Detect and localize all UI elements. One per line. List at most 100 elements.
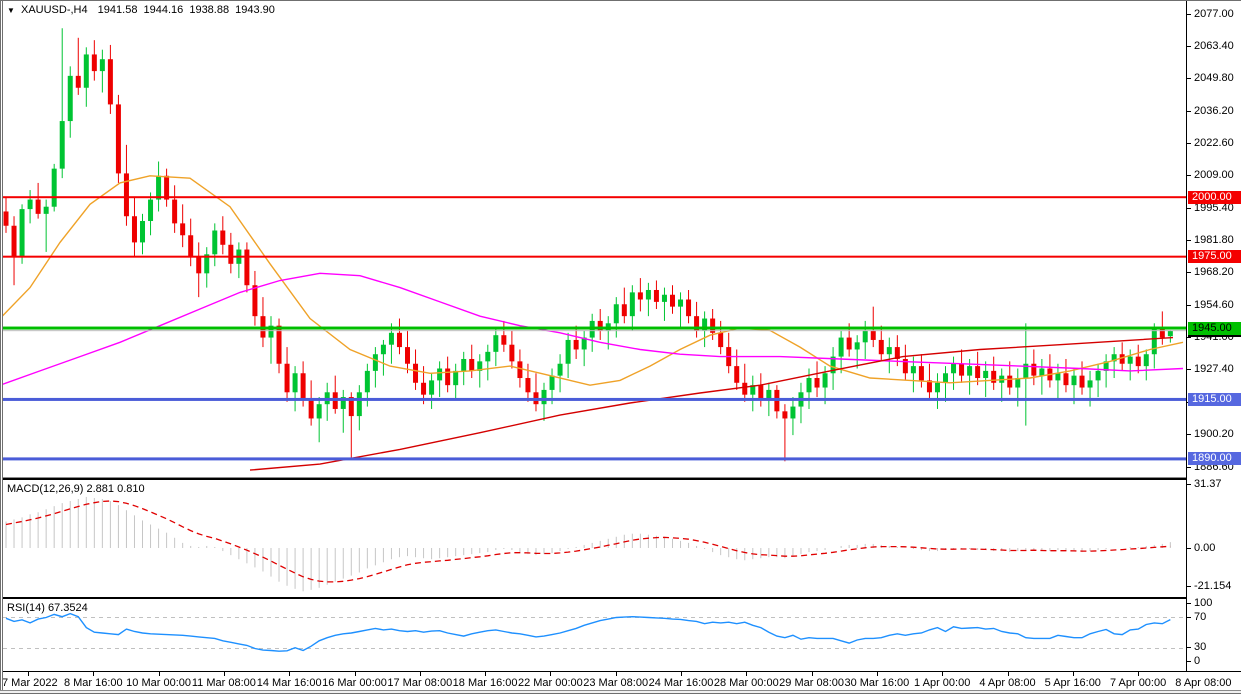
candles bbox=[3, 28, 1173, 462]
time-tick-label: 8 Mar 16:00 bbox=[63, 677, 123, 689]
price-tick bbox=[1187, 434, 1191, 436]
main-chart[interactable] bbox=[0, 0, 1186, 478]
macd-signal-line bbox=[5, 500, 1171, 583]
price-tick bbox=[1187, 369, 1191, 371]
price-tick-label: 1995.40 bbox=[1194, 201, 1234, 214]
price-axis[interactable]: 2077.00 2063.40 2049.80 2036.20 2022.60 2009.… bbox=[1186, 0, 1241, 672]
time-tick-label: 11 Mar 08:00 bbox=[191, 677, 256, 689]
macd-indicator-label: MACD(12,26,9) 2.881 0.810 bbox=[7, 483, 145, 495]
macd-signal-value: 0.810 bbox=[117, 483, 145, 495]
time-tick-label: 23 Mar 08:00 bbox=[583, 677, 649, 689]
price-tick bbox=[1187, 110, 1191, 112]
rsi-indicator-label: RSI(14) 67.3524 bbox=[7, 602, 88, 614]
rsi-value: 67.3524 bbox=[47, 602, 88, 614]
ma-mid-magenta[interactable] bbox=[0, 272, 1184, 386]
time-tick-label: 4 Apr 08:00 bbox=[979, 677, 1036, 689]
time-tick-label: 28 Mar 00:00 bbox=[713, 677, 779, 689]
macd-axis-tick bbox=[1187, 483, 1191, 485]
time-tick bbox=[681, 672, 682, 676]
time-tick-label: 7 Apr 00:00 bbox=[1109, 677, 1167, 689]
time-tick bbox=[550, 672, 552, 676]
time-tick bbox=[1007, 672, 1009, 676]
time-tick bbox=[1138, 672, 1140, 676]
rsi-axis-label: 0 bbox=[1194, 654, 1201, 667]
price-level-badge: 1915.00 bbox=[1188, 392, 1241, 406]
price-tick-label: 1954.60 bbox=[1194, 298, 1234, 311]
price-tick bbox=[1187, 466, 1191, 468]
chart-border-left bbox=[2, 0, 3, 690]
time-tick-label: 14 Mar 16:00 bbox=[256, 677, 322, 689]
window-frame-bottom-strip bbox=[0, 691, 1241, 693]
macd-panel[interactable] bbox=[0, 481, 1186, 597]
window-frame-top bbox=[0, 0, 1241, 1]
price-tick-label: 1927.40 bbox=[1194, 363, 1234, 376]
rsi-line bbox=[5, 612, 1171, 652]
price-tick bbox=[1187, 337, 1191, 339]
rsi-axis-label: 100 bbox=[1194, 596, 1213, 609]
price-tick-label: 1981.80 bbox=[1194, 234, 1234, 246]
time-tick bbox=[615, 672, 617, 676]
ma-slow-red[interactable] bbox=[249, 336, 1174, 471]
price-tick bbox=[1187, 45, 1191, 47]
ohlc-high: 1944.16 bbox=[143, 4, 184, 16]
macd-axis-label: -21.154 bbox=[1194, 579, 1232, 592]
rsi-axis-tick bbox=[1187, 602, 1191, 604]
price-tick bbox=[1187, 142, 1191, 144]
rsi-axis-tick bbox=[1187, 660, 1191, 662]
rsi-panel[interactable] bbox=[0, 600, 1186, 671]
price-tick-label: 2022.60 bbox=[1194, 136, 1234, 149]
price-tick-label: 2009.00 bbox=[1194, 169, 1234, 182]
time-tick-label: 29 Mar 08:00 bbox=[779, 677, 844, 689]
macd-axis-tick bbox=[1187, 547, 1191, 549]
rsi-axis-tick bbox=[1187, 646, 1191, 648]
ohlc-open: 1941.58 bbox=[97, 4, 138, 16]
time-tick-label: 5 Apr 16:00 bbox=[1044, 677, 1101, 689]
main-macd-separator[interactable] bbox=[0, 477, 1241, 478]
price-tick bbox=[1187, 207, 1191, 209]
main-macd-separator-bar[interactable] bbox=[0, 478, 1241, 480]
level-line-1945.00[interactable] bbox=[3, 326, 1186, 330]
time-tick bbox=[811, 672, 813, 676]
time-axis[interactable]: 7 Mar 2022 8 Mar 16:00 10 Mar 00:00 11 Mar … bbox=[0, 671, 1241, 690]
price-tick-label: 2063.40 bbox=[1194, 39, 1234, 52]
time-tick-label: 8 Apr 08:00 bbox=[1175, 677, 1232, 689]
macd-axis-tick bbox=[1187, 585, 1191, 587]
time-tick bbox=[289, 672, 291, 676]
time-tick-label: 7 Mar 2022 bbox=[2, 677, 58, 689]
price-tick-label: 1968.20 bbox=[1194, 266, 1234, 279]
level-line-1915.00[interactable] bbox=[3, 397, 1186, 401]
ohlc-close: 1943.90 bbox=[235, 4, 275, 16]
price-tick bbox=[1187, 304, 1191, 306]
bid-price-line bbox=[3, 330, 1186, 332]
level-line-1890.00[interactable] bbox=[3, 457, 1186, 461]
time-tick bbox=[746, 672, 748, 676]
time-tick-label: 16 Mar 00:00 bbox=[322, 677, 387, 689]
price-level-badge: 1945.00 bbox=[1188, 321, 1241, 335]
rsi-axis-tick bbox=[1187, 616, 1191, 618]
time-tick bbox=[158, 672, 160, 676]
macd-main-value: 2.881 bbox=[86, 483, 115, 495]
time-tick-label: 10 Mar 00:00 bbox=[126, 677, 191, 689]
ma-fast-orange[interactable] bbox=[0, 175, 1184, 386]
price-tick bbox=[1187, 13, 1191, 15]
time-tick bbox=[93, 672, 95, 676]
level-line-2000.00[interactable] bbox=[3, 196, 1186, 199]
time-tick-label: 17 Mar 08:00 bbox=[387, 677, 453, 689]
window-frame-bottom bbox=[0, 690, 1241, 691]
macd-rsi-separator[interactable] bbox=[0, 597, 1241, 599]
price-tick-label: 2049.80 bbox=[1194, 72, 1234, 85]
window-frame-left bbox=[0, 0, 1, 694]
time-tick bbox=[354, 672, 356, 676]
rsi-axis-label: 30 bbox=[1194, 640, 1207, 653]
price-tick bbox=[1187, 175, 1191, 177]
time-tick-label: 30 Mar 16:00 bbox=[844, 677, 910, 689]
rsi-axis-label: 70 bbox=[1194, 610, 1207, 623]
price-level-badge: 2000.00 bbox=[1188, 190, 1241, 204]
price-tick bbox=[1187, 240, 1191, 241]
rsi-name: RSI(14) bbox=[7, 602, 45, 614]
symbol-dropdown-icon[interactable]: ▼ bbox=[7, 6, 15, 15]
level-line-1975.00[interactable] bbox=[3, 255, 1186, 258]
price-level-badge: 1975.00 bbox=[1188, 250, 1241, 264]
time-tick-label: 1 Apr 00:00 bbox=[914, 677, 971, 689]
